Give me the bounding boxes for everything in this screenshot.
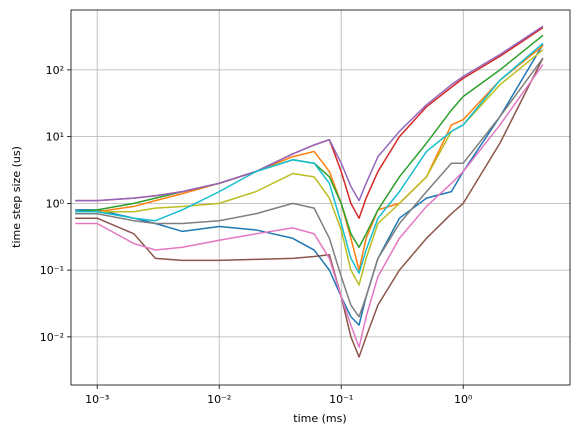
series-line xyxy=(75,27,544,219)
y-tick-label: 10⁰ xyxy=(46,197,65,210)
y-tick-label: 10² xyxy=(46,64,64,77)
series-line xyxy=(75,25,544,202)
series-line xyxy=(75,64,544,348)
x-axis-label: time (ms) xyxy=(293,412,346,425)
series-line xyxy=(75,44,544,326)
series-line xyxy=(75,49,544,286)
x-tick-label: 10⁻³ xyxy=(85,393,109,406)
plot-frame xyxy=(70,9,571,386)
x-tick-label: 10⁰ xyxy=(454,393,473,406)
series-line xyxy=(75,34,544,249)
y-axis-label: time step size (us) xyxy=(10,146,23,248)
x-tick-label: 10⁻¹ xyxy=(329,393,353,406)
y-tick-label: 10⁻² xyxy=(40,331,64,344)
y-tick-label: 10¹ xyxy=(46,131,64,144)
series-line xyxy=(75,57,544,318)
series-line xyxy=(75,42,544,274)
x-tick-label: 10⁻² xyxy=(207,393,231,406)
y-tick-label: 10⁻¹ xyxy=(40,264,64,277)
